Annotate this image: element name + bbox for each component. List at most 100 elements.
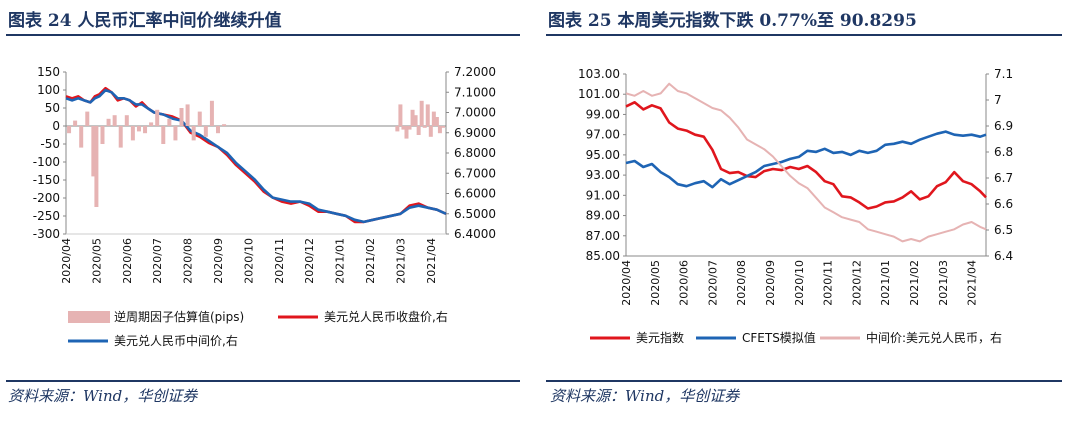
series-line-blue (625, 130, 987, 189)
legend-label: 美元指数 (636, 330, 684, 345)
y-left-tick-label: 101.00 (578, 87, 620, 101)
x-tick-label: 2020/07 (151, 238, 164, 284)
x-tick-label: 2020/09 (212, 238, 225, 284)
bar-pips (401, 126, 406, 130)
x-tick-label: 2020/08 (182, 238, 195, 284)
y-left-tick-label: -250 (33, 209, 60, 223)
y-right-tick-label: 6.9000 (454, 126, 496, 140)
x-tick-label: 2020/11 (273, 238, 286, 284)
series-line-pink (625, 82, 987, 243)
bar-pips (404, 126, 409, 139)
y-right-tick-label: 6.4000 (454, 227, 496, 241)
bar-pips (173, 126, 178, 141)
y-left-tick-label: 50 (45, 101, 60, 115)
bar-pips (124, 115, 129, 126)
bar-pips (437, 126, 442, 134)
legend-swatch (68, 311, 110, 323)
y-right-tick-label: 7.1000 (454, 85, 496, 99)
series-line-blue (65, 88, 447, 224)
bar-pips (222, 124, 227, 126)
bar-pips (407, 126, 412, 130)
y-right-tick-label: 6.7 (994, 171, 1013, 185)
y-left-tick-label: 150 (37, 65, 60, 79)
x-tick-label: 2021/02 (364, 238, 377, 284)
y-left-tick-label: -300 (33, 227, 60, 241)
bar-pips (149, 122, 154, 126)
y-left-tick-label: -50 (40, 137, 60, 151)
x-tick-label: 2021/01 (334, 238, 347, 284)
y-right-tick-label: 6.9 (994, 119, 1013, 133)
y-right-tick-label: 7 (994, 93, 1002, 107)
y-right-tick-label: 6.6000 (454, 187, 496, 201)
y-left-tick-label: 95.00 (586, 148, 620, 162)
bar-pips (413, 115, 418, 126)
bar-pips (155, 109, 160, 126)
x-tick-label: 2020/04 (620, 260, 633, 306)
y-left-tick-label: 0 (52, 119, 60, 133)
x-tick-label: 2020/10 (242, 238, 255, 284)
bar-pips (203, 126, 208, 137)
legend-label: 中间价:美元兑人民币，右 (866, 330, 1002, 345)
series-line-red (625, 101, 987, 210)
y-left-tick-label: 99.00 (586, 107, 620, 121)
y-left-tick-label: 103.00 (578, 67, 620, 81)
x-tick-label: 2021/03 (937, 260, 950, 306)
bar-pips (100, 126, 105, 144)
bar-pips (161, 126, 166, 144)
y-right-tick-label: 6.4 (994, 249, 1013, 263)
bar-pips (91, 126, 96, 177)
y-right-tick-label: 6.7000 (454, 166, 496, 180)
legend-label: CFETS模拟值 (742, 330, 816, 345)
bar-pips (130, 126, 135, 141)
bar-pips (422, 126, 427, 128)
bar-pips (112, 115, 117, 126)
bar-pips (118, 126, 123, 148)
y-right-tick-label: 6.8000 (454, 146, 496, 160)
y-right-tick-label: 6.5000 (454, 207, 496, 221)
bar-pips (431, 111, 436, 126)
x-tick-label: 2021/01 (879, 260, 892, 306)
right-figure-title: 图表 25 本周美元指数下跌 0.77%至 90.8295 (548, 11, 917, 31)
y-left-tick-label: -200 (33, 191, 60, 205)
bar-pips (143, 126, 148, 134)
x-tick-label: 2020/12 (303, 238, 316, 284)
bar-pips (94, 126, 99, 207)
y-left-tick-label: 93.00 (586, 168, 620, 182)
x-tick-label: 2020/10 (793, 260, 806, 306)
x-tick-label: 2020/06 (678, 260, 691, 306)
x-tick-label: 2020/05 (90, 238, 103, 284)
y-left-tick-label: 89.00 (586, 209, 620, 223)
bar-pips (434, 117, 439, 126)
bar-pips (167, 118, 172, 126)
right-source-rule (546, 380, 1062, 382)
bar-pips (136, 126, 141, 132)
bar-pips (209, 100, 214, 126)
bar-pips (197, 111, 202, 126)
y-left-tick-label: 87.00 (586, 229, 620, 243)
bar-pips (398, 104, 403, 126)
bar-pips (416, 126, 421, 135)
legend-label: 逆周期因子估算值(pips) (114, 309, 244, 324)
y-left-tick-label: -150 (33, 173, 60, 187)
bar-pips (79, 126, 84, 148)
y-left-tick-label: 85.00 (586, 249, 620, 263)
bar-pips (185, 104, 190, 126)
series-line-red (65, 86, 447, 224)
x-tick-label: 2020/05 (649, 260, 662, 306)
x-tick-label: 2021/03 (394, 238, 407, 284)
x-tick-label: 2020/11 (822, 260, 835, 306)
legend-label: 美元兑人民币收盘价,右 (324, 309, 448, 324)
bar-pips (395, 126, 400, 132)
bar-pips (85, 111, 90, 126)
left-title-rule (6, 34, 520, 36)
bar-pips (440, 126, 445, 128)
left-source-rule (6, 380, 520, 382)
y-right-tick-label: 7.2000 (454, 65, 496, 79)
y-right-tick-label: 7.0000 (454, 106, 496, 120)
y-left-tick-label: 97.00 (586, 128, 620, 142)
right-source-note: 资料来源：Wind，华创证券 (550, 387, 740, 405)
right-title-rule (546, 34, 1062, 36)
y-left-tick-label: -100 (33, 155, 60, 169)
y-right-tick-label: 6.8 (994, 145, 1013, 159)
y-right-tick-label: 6.5 (994, 223, 1013, 237)
